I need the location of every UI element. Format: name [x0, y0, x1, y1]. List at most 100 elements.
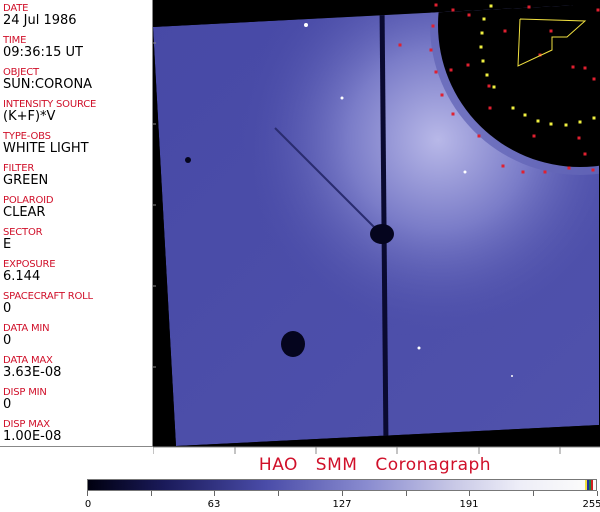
- field-value: WHITE LIGHT: [3, 141, 89, 156]
- colorbar-tick: [469, 491, 471, 496]
- yellow-marker: [523, 113, 527, 117]
- colorbar-tick-label: 0: [84, 499, 92, 510]
- field-value: E: [3, 237, 12, 252]
- field-label: TYPE-OBS: [3, 131, 51, 142]
- field-value: GREEN: [3, 173, 49, 188]
- chart-title: HAO SMM Coronagraph: [258, 455, 492, 475]
- red-marker: [434, 70, 438, 74]
- field-time: TIME 09:36:15 UT: [3, 35, 83, 60]
- colorbar: [87, 479, 597, 491]
- field-label: DATA MAX: [3, 355, 53, 366]
- field-label: OBJECT: [3, 67, 39, 78]
- yellow-marker: [480, 31, 484, 35]
- colorbar-tick-label: 191: [459, 499, 479, 510]
- colorbar-tick: [596, 491, 598, 496]
- red-marker: [449, 68, 453, 72]
- red-marker: [567, 166, 571, 170]
- red-marker: [549, 29, 553, 33]
- field-label: SPACECRAFT ROLL: [3, 291, 93, 302]
- field-label: DISP MAX: [3, 419, 50, 430]
- field-disp-max: DISP MAX 1.00E-08: [3, 419, 61, 444]
- red-marker: [532, 134, 536, 138]
- field-value: SUN:CORONA: [3, 77, 93, 92]
- field-value: CLEAR: [3, 205, 46, 220]
- colorbar-tick: [532, 491, 534, 496]
- field-value: (K+F)*V: [3, 109, 56, 124]
- red-marker: [591, 168, 595, 172]
- coronagraph-image: [153, 0, 600, 454]
- star: [340, 96, 344, 100]
- red-marker: [527, 5, 531, 9]
- field-label: DISP MIN: [3, 387, 47, 398]
- yellow-marker: [536, 119, 540, 123]
- field-value: 3.63E-08: [3, 365, 62, 380]
- yellow-marker: [482, 17, 486, 21]
- field-value: 09:36:15 UT: [3, 45, 83, 60]
- red-marker: [467, 13, 471, 17]
- red-marker: [477, 134, 481, 138]
- red-marker: [538, 53, 542, 57]
- field-data-min: DATA MIN 0: [3, 323, 50, 348]
- yellow-marker: [511, 106, 515, 110]
- yellow-marker: [592, 116, 596, 120]
- yellow-marker: [485, 73, 489, 77]
- field-label: DATE: [3, 3, 29, 14]
- red-marker: [488, 106, 492, 110]
- red-marker: [592, 77, 596, 81]
- grid-markers: [398, 3, 600, 174]
- red-marker: [431, 24, 435, 28]
- red-marker: [503, 29, 507, 33]
- colorbar-tick: [405, 491, 407, 496]
- red-marker: [583, 152, 587, 156]
- field-intensity-source: INTENSITY SOURCE (K+F)*V: [3, 99, 96, 124]
- dust-spot: [281, 331, 305, 357]
- field-value: 1.00E-08: [3, 429, 62, 444]
- pylon-blob: [370, 224, 394, 244]
- red-marker: [596, 8, 600, 12]
- yellow-marker: [479, 45, 483, 49]
- colorbar-tick-label: 127: [332, 499, 352, 510]
- red-marker: [583, 66, 587, 70]
- field-filter: FILTER GREEN: [3, 163, 48, 188]
- red-marker: [434, 3, 438, 7]
- star: [511, 375, 513, 377]
- colorbar-tick-label: 255: [582, 499, 600, 510]
- red-marker: [451, 112, 455, 116]
- field-data-max: DATA MAX 3.63E-08: [3, 355, 61, 380]
- yellow-marker: [564, 123, 568, 127]
- field-label: SECTOR: [3, 227, 43, 238]
- field-disp-min: DISP MIN 0: [3, 387, 47, 412]
- red-marker: [487, 84, 491, 88]
- field-value: 0: [3, 301, 12, 316]
- field-type-obs: TYPE-OBS WHITE LIGHT: [3, 131, 89, 156]
- yellow-marker: [489, 4, 493, 8]
- field-label: POLAROID: [3, 195, 54, 206]
- field-label: EXPOSURE: [3, 259, 56, 270]
- red-marker: [543, 170, 547, 174]
- diagonal-streak: [274, 127, 376, 229]
- field-value: 0: [3, 397, 12, 412]
- star: [304, 23, 308, 27]
- red-marker: [466, 63, 470, 67]
- yellow-marker: [578, 120, 582, 124]
- colorbar-overlay-colors: [585, 480, 593, 490]
- field-date: DATE 24 Jul 1986: [3, 3, 77, 28]
- yellow-marker: [549, 122, 553, 126]
- field-label: TIME: [3, 35, 27, 46]
- colorbar-tick: [87, 491, 88, 496]
- info-panel: DATE 24 Jul 1986 TIME 09:36:15 UT OBJECT SU…: [0, 0, 153, 447]
- field-polaroid: POLAROID CLEAR: [3, 195, 54, 220]
- red-marker: [521, 170, 525, 174]
- field-sector: SECTOR E: [3, 227, 43, 252]
- field-label: INTENSITY SOURCE: [3, 99, 97, 110]
- red-marker: [398, 43, 402, 47]
- field-value: 0: [3, 333, 12, 348]
- yellow-marker: [481, 59, 485, 63]
- star: [417, 346, 421, 350]
- red-marker: [577, 136, 581, 140]
- colorbar-tick: [341, 491, 343, 496]
- red-marker: [501, 164, 505, 168]
- star: [463, 170, 467, 174]
- colorbar-tick: [150, 491, 152, 496]
- occulter-corner: [573, 0, 600, 30]
